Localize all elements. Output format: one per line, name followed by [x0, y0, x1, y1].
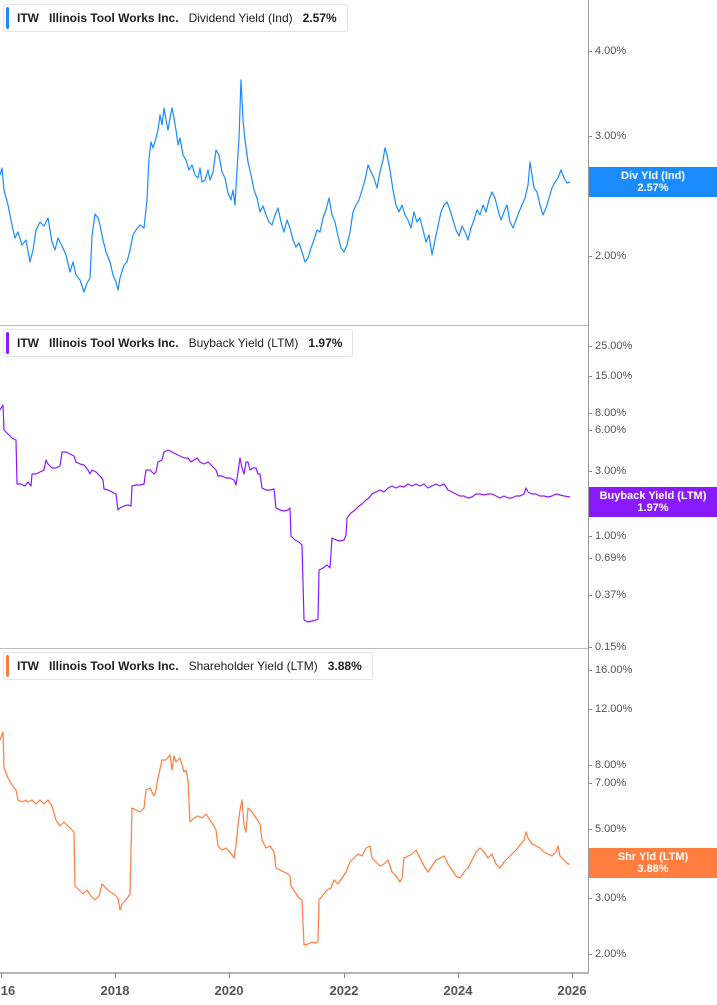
x-label: 2024 [443, 983, 473, 998]
x-tick [344, 973, 345, 978]
panel-shareholder-yield: ITW Illinois Tool Works Inc. Shareholder… [0, 648, 717, 972]
badge-label: Div Yld (Ind) [621, 170, 685, 182]
y-tick: 12.00% [588, 703, 633, 715]
legend-company: Illinois Tool Works Inc. [49, 11, 179, 25]
series-color-swatch [6, 332, 9, 354]
legend-ticker: ITW [17, 11, 39, 25]
series-color-swatch [6, 655, 9, 677]
y-tick: 3.00% [588, 465, 627, 477]
y-tick: 25.00% [588, 340, 633, 352]
y-tick: 16.00% [588, 664, 633, 676]
y-tick: 0.69% [588, 552, 627, 564]
badge-value: 3.88% [637, 863, 669, 875]
panel-dividend-yield: ITW Illinois Tool Works Inc. Dividend Yi… [0, 0, 717, 325]
legend-metric: Dividend Yield (Ind) [188, 11, 293, 25]
y-tick: 1.00% [588, 530, 627, 542]
buyback-yield-line [0, 404, 571, 623]
legend-ticker: ITW [17, 659, 39, 673]
x-tick [1, 973, 2, 978]
legend-value: 2.57% [302, 11, 337, 25]
y-tick: 5.00% [588, 823, 627, 835]
legend-dividend-yield[interactable]: ITW Illinois Tool Works Inc. Dividend Yi… [3, 4, 348, 32]
legend-ticker: ITW [17, 336, 39, 350]
y-tick: 8.00% [588, 759, 627, 771]
y-tick: 3.00% [588, 892, 627, 904]
badge-label: Buyback Yield (LTM) [599, 490, 707, 502]
legend-metric: Buyback Yield (LTM) [188, 336, 299, 350]
y-tick: 3.00% [588, 130, 627, 142]
last-value-badge: Div Yld (Ind) 2.57% [589, 167, 717, 197]
legend-value: 1.97% [308, 336, 343, 350]
badge-value: 2.57% [637, 182, 669, 194]
badge-value: 1.97% [637, 502, 669, 514]
y-tick: 0.15% [588, 641, 627, 653]
dividend-yield-line [0, 79, 571, 293]
x-tick [458, 973, 459, 978]
x-tick [115, 973, 116, 978]
panel-divider-2 [0, 648, 588, 649]
legend-shareholder-yield[interactable]: ITW Illinois Tool Works Inc. Shareholder… [3, 652, 373, 680]
panel-divider-1 [0, 325, 588, 326]
plot-area [0, 79, 571, 946]
x-label: 2018 [100, 983, 130, 998]
x-tick [229, 973, 230, 978]
legend-buyback-yield[interactable]: ITW Illinois Tool Works Inc. Buyback Yie… [3, 329, 354, 357]
y-tick: 7.00% [588, 777, 627, 789]
series-color-swatch [6, 7, 9, 29]
y-tick: 0.37% [588, 589, 627, 601]
y-axis-line [588, 0, 589, 974]
last-value-badge: Shr Yld (LTM) 3.88% [589, 848, 717, 878]
panel-buyback-yield: ITW Illinois Tool Works Inc. Buyback Yie… [0, 325, 717, 653]
legend-company: Illinois Tool Works Inc. [49, 659, 179, 673]
x-label: 2022 [329, 983, 359, 998]
shareholder-yield-line [0, 731, 570, 946]
y-tick: 4.00% [588, 45, 627, 57]
x-label: 16 [0, 983, 16, 998]
x-axis-line [0, 972, 589, 974]
x-tick [572, 973, 573, 978]
x-label: 2026 [557, 983, 587, 998]
y-tick: 8.00% [588, 407, 627, 419]
legend-company: Illinois Tool Works Inc. [49, 336, 179, 350]
y-tick: 6.00% [588, 424, 627, 436]
y-tick: 2.00% [588, 948, 627, 960]
x-label: 2020 [214, 983, 244, 998]
y-tick: 15.00% [588, 370, 633, 382]
y-tick: 2.00% [588, 250, 627, 262]
legend-value: 3.88% [327, 659, 362, 673]
badge-label: Shr Yld (LTM) [617, 851, 689, 863]
legend-metric: Shareholder Yield (LTM) [188, 659, 318, 673]
last-value-badge: Buyback Yield (LTM) 1.97% [589, 487, 717, 517]
